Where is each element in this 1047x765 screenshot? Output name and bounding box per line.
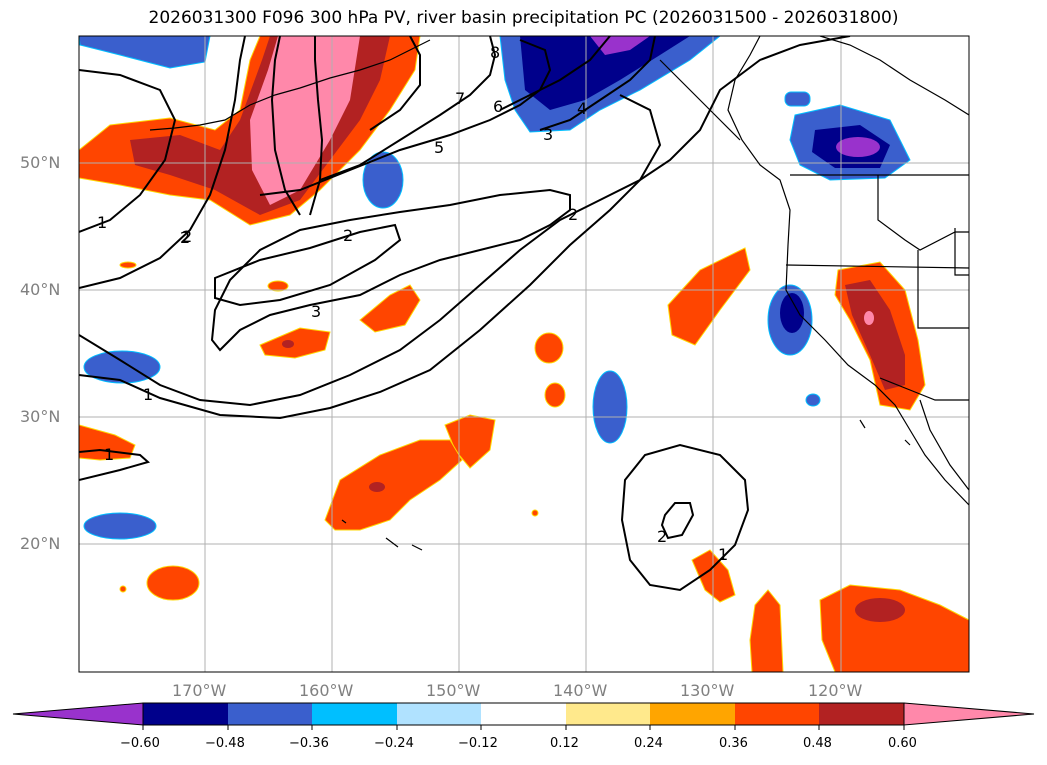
colorbar-swatch <box>735 703 819 725</box>
colorbar-tick-label: 0.12 <box>550 736 579 751</box>
precip-negative-region <box>592 370 628 444</box>
contour-label: 2 <box>180 228 190 247</box>
colorbar-extend-left <box>12 702 144 726</box>
colorbar-tick-label: 0.36 <box>719 736 748 751</box>
pv-contours <box>79 36 851 592</box>
colorbar-swatch <box>143 703 228 725</box>
lon-label: 170°W <box>172 681 227 700</box>
precip-negative-region <box>780 293 804 333</box>
precip-negative-region <box>520 36 690 110</box>
contour-label: 1 <box>718 545 728 564</box>
precip-negative-region <box>836 137 880 157</box>
contour-label: 2 <box>657 527 667 546</box>
lon-label: 130°W <box>680 681 735 700</box>
lon-label: 160°W <box>299 681 354 700</box>
figure-title: 2026031300 F096 300 hPa PV, river basin … <box>148 8 899 28</box>
contour-label: 3 <box>311 302 321 321</box>
coastlines <box>149 36 969 551</box>
contour-label: 6 <box>493 97 503 116</box>
precipitation-shading <box>79 36 969 672</box>
precip-positive-region <box>855 598 905 622</box>
precip-positive-region <box>544 382 566 408</box>
colorbar-swatch <box>819 703 904 725</box>
colorbar-tick-label: 0.60 <box>888 736 917 751</box>
precip-positive-region <box>845 280 905 390</box>
precip-positive-region <box>749 589 784 672</box>
precip-positive-region <box>282 340 294 348</box>
lon-label: 120°W <box>808 681 863 700</box>
contour-label: 7 <box>455 89 465 108</box>
precip-negative-region <box>784 91 811 107</box>
colorbar-tick-label: −0.60 <box>120 736 160 751</box>
colorbar-tick-label: −0.48 <box>205 736 245 751</box>
contour-labels: 1 2 2 3 1 1 2 3 4 5 6 7 8 2 2 1 <box>97 43 728 564</box>
precip-positive-region <box>119 585 127 593</box>
graticule <box>79 36 969 672</box>
colorbar-tick-label: −0.36 <box>289 736 329 751</box>
contour-label: 2 <box>343 226 353 245</box>
contour-label: 2 <box>568 205 578 224</box>
precip-positive-region <box>864 311 874 325</box>
contour-label: 1 <box>104 445 114 464</box>
precip-positive-region <box>359 284 421 333</box>
precip-positive-region <box>267 280 289 292</box>
colorbar-tick-label: −0.12 <box>458 736 498 751</box>
colorbar-tick-label: 0.48 <box>803 736 832 751</box>
contour-label: 8 <box>490 43 500 62</box>
precip-positive-region <box>259 327 331 359</box>
colorbar-tick-label: 0.24 <box>634 736 663 751</box>
lat-label: 40°N <box>20 280 61 299</box>
contour-label: 1 <box>143 385 153 404</box>
colorbar-swatch <box>228 703 312 725</box>
contour-label: 3 <box>543 125 553 144</box>
precip-negative-region <box>83 512 157 540</box>
map-frame <box>78 35 970 673</box>
precip-negative-region <box>79 36 211 69</box>
lon-label: 140°W <box>553 681 608 700</box>
contour-label: 1 <box>97 213 107 232</box>
contour-label: 5 <box>434 138 444 157</box>
precip-positive-region <box>531 509 539 517</box>
precip-positive-region <box>324 439 463 531</box>
colorbar <box>12 702 1035 730</box>
contour-label: 4 <box>577 99 587 118</box>
precip-positive-region <box>534 332 564 364</box>
precip-positive-region <box>119 261 137 269</box>
colorbar-extend-right <box>903 702 1035 726</box>
precip-positive-region <box>146 565 200 601</box>
precip-negative-region <box>83 350 161 384</box>
colorbar-swatch <box>312 703 397 725</box>
precip-negative-region <box>362 151 404 209</box>
lat-label: 50°N <box>20 153 61 172</box>
precip-negative-region <box>805 393 821 407</box>
colorbar-swatch <box>481 703 566 725</box>
precip-positive-region <box>369 482 385 492</box>
colorbar-swatch <box>650 703 735 725</box>
colorbar-swatch <box>397 703 481 725</box>
colorbar-tick-label: −0.24 <box>374 736 414 751</box>
lat-label: 20°N <box>20 534 61 553</box>
lat-label: 30°N <box>20 407 61 426</box>
colorbar-swatch <box>566 703 650 725</box>
contour-label: 2 <box>182 227 192 246</box>
lon-label: 150°W <box>426 681 481 700</box>
